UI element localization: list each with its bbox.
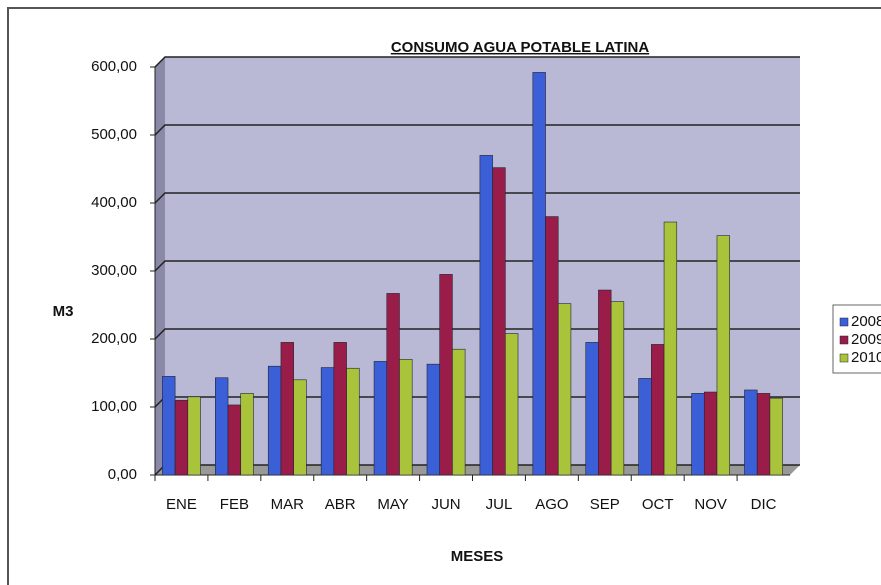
x-tick-label: DIC [751, 496, 777, 513]
bar [426, 363, 440, 476]
grid-line [154, 192, 800, 204]
y-tick-label: 500,00 [91, 126, 137, 143]
bar [532, 72, 546, 476]
bar [703, 391, 718, 476]
bar [187, 396, 201, 476]
x-tick-label: MAY [377, 496, 408, 513]
bar [333, 342, 347, 476]
bar [452, 348, 466, 476]
x-tick-label: ABR [325, 496, 356, 513]
x-tick-label: FEB [220, 496, 249, 513]
x-axis-label: MESES [451, 548, 504, 565]
bar [399, 359, 413, 476]
bar [267, 365, 282, 476]
grid-line [154, 56, 800, 68]
y-tick-label: 300,00 [91, 262, 137, 279]
bar [162, 376, 176, 476]
bar [174, 399, 189, 476]
x-tick-label: AGO [535, 496, 568, 513]
bar [638, 378, 652, 476]
legend-swatch [839, 317, 849, 327]
grid-line [154, 124, 800, 136]
bar [479, 155, 493, 476]
bar [545, 216, 559, 476]
bar [215, 377, 229, 476]
bar [227, 404, 242, 476]
y-tick-label: 600,00 [91, 58, 137, 75]
bar [293, 379, 307, 476]
chart-title: CONSUMO AGUA POTABLE LATINA [391, 39, 649, 56]
grid-line [154, 328, 800, 340]
legend-label: 2009 [851, 331, 881, 348]
bar [769, 397, 783, 476]
x-tick-label: NOV [694, 496, 727, 513]
bar [280, 342, 294, 476]
bar [691, 393, 705, 476]
y-tick-label: 200,00 [91, 330, 137, 347]
bar [439, 274, 453, 476]
bar [663, 221, 678, 476]
y-axis-label: M3 [53, 303, 74, 320]
bar [610, 301, 625, 476]
legend-swatch [839, 353, 849, 363]
x-tick-label: JUN [431, 496, 460, 513]
y-tick-label: 0,00 [108, 466, 137, 483]
bar [373, 361, 388, 476]
x-tick-label: ENE [166, 496, 197, 513]
x-tick-label: MAR [271, 496, 305, 513]
legend-label: 2010 [851, 349, 881, 366]
bar [320, 367, 335, 476]
bar [651, 344, 665, 476]
bar [744, 389, 758, 476]
bar [557, 303, 572, 476]
legend-swatch [839, 335, 849, 345]
bar [598, 289, 612, 476]
bar [386, 293, 400, 476]
bar [346, 367, 360, 476]
x-tick-label: OCT [642, 496, 674, 513]
x-tick-label: SEP [590, 496, 620, 513]
bar [240, 393, 254, 476]
y-tick-label: 100,00 [91, 398, 137, 415]
chart-frame [7, 7, 881, 585]
legend-label: 2008 [851, 313, 881, 330]
bar [716, 235, 730, 476]
bar [585, 342, 599, 476]
bar [492, 167, 506, 476]
bar [505, 333, 519, 476]
bar [756, 393, 771, 476]
x-tick-label: JUL [486, 496, 513, 513]
y-tick-label: 400,00 [91, 194, 137, 211]
grid-line [154, 260, 800, 272]
